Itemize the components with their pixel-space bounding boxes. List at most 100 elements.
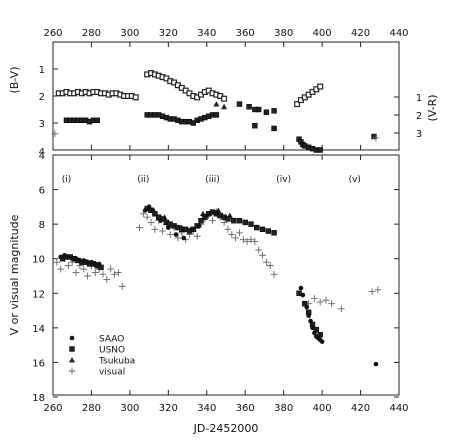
bottom-data-point [311, 295, 318, 302]
top-left-y-tick-label: 2 [39, 92, 45, 103]
bottom-data-point [107, 265, 115, 273]
top-data-point [252, 123, 258, 129]
bottom-data-point [72, 269, 80, 276]
bottom-data-point [271, 230, 277, 236]
top-right-y-tick-label: 2 [416, 111, 422, 122]
bottom-data-point [266, 262, 274, 270]
bottom-data-point [173, 232, 179, 237]
bottom-data-point [308, 318, 313, 324]
bottom-data-point [103, 276, 111, 283]
top-panel: 260 280 300 320 340 360 380 400 420 440 1 2 3 1 2 3 4 (… [8, 28, 439, 158]
bottom-data-point [99, 270, 107, 278]
top-data-point [263, 109, 270, 115]
legend-label: Tsukuba [98, 357, 135, 367]
bottom-data-point [142, 208, 148, 213]
top-x-tick-label: 420 [351, 28, 370, 39]
bottom-data-point [181, 235, 187, 241]
bottom-x-tick-label: 400 [313, 403, 332, 414]
top-data-point [317, 147, 323, 153]
bottom-data-point [158, 218, 163, 223]
top-data-point [271, 108, 277, 114]
legend-marker [69, 357, 75, 363]
top-x-tick-label: 380 [274, 28, 293, 39]
bottom-data-point [368, 288, 376, 295]
bottom-data-point [89, 259, 94, 265]
bottom-y-tick-label: 14 [32, 324, 45, 335]
bottom-panel-y-ticks: 4 6 8 10 12 14 16 18 [32, 151, 399, 404]
bottom-x-tick-label: 420 [351, 403, 370, 414]
bottom-data-point [69, 256, 75, 262]
bottom-data-point [91, 269, 99, 276]
bottom-x-tick-label: 360 [236, 403, 255, 414]
bottom-y-tick-label: 16 [32, 358, 45, 369]
top-data-point [221, 95, 228, 102]
bottom-y-tick-label: 18 [32, 393, 45, 404]
bottom-data-point [255, 246, 263, 254]
top-x-tick-label: 300 [120, 28, 139, 39]
top-left-y-tick-label: 3 [39, 119, 45, 130]
bottom-data-point [310, 325, 315, 331]
bottom-data-point [96, 261, 102, 267]
bottom-x-tick-labels: 260 280 300 320 340 360 380 400 420 440 [43, 403, 408, 414]
top-panel-marks [51, 70, 380, 153]
bottom-data-point [196, 223, 202, 229]
top-x-tick-label: 400 [313, 28, 332, 39]
bottom-data-point [337, 305, 345, 313]
top-data-point [246, 104, 252, 110]
bottom-data-point [143, 213, 151, 221]
bottom-data-point [80, 265, 88, 273]
top-data-point [317, 83, 324, 90]
bottom-data-point [243, 238, 251, 245]
top-left-y-tick-label: 1 [39, 65, 45, 76]
legend-label: USNO [99, 346, 125, 356]
top-data-point [221, 103, 228, 110]
bottom-data-point [84, 272, 91, 280]
bottom-x-tick-label: 340 [197, 403, 216, 414]
bottom-data-point [254, 224, 260, 231]
bottom-data-point [306, 313, 311, 319]
top-data-point [255, 106, 262, 113]
bottom-data-point [220, 219, 228, 226]
top-x-tick-label: 280 [82, 28, 101, 39]
bottom-data-point [166, 231, 174, 238]
bottom-data-point [62, 252, 67, 258]
top-x-tick-label: 440 [389, 28, 408, 39]
bottom-panel-frame [52, 154, 400, 396]
bottom-data-point [92, 261, 98, 267]
bottom-data-point [316, 298, 324, 306]
top-left-y-tick-label: 4 [39, 147, 45, 158]
bottom-data-point [232, 234, 240, 242]
top-data-point [213, 112, 220, 118]
bottom-data-point [193, 232, 201, 240]
top-right-y-axis-label: (V-R) [426, 94, 439, 121]
bottom-data-point [58, 254, 63, 260]
top-data-point [94, 117, 100, 124]
bottom-data-point [265, 228, 271, 234]
bottom-data-point [298, 285, 304, 291]
bottom-data-point [73, 256, 79, 262]
bottom-data-point [57, 265, 65, 273]
bottom-data-point [312, 330, 317, 336]
bottom-y-tick-label: 6 [39, 186, 45, 197]
legend-label: visual [99, 368, 125, 378]
bottom-data-point [374, 286, 382, 294]
bottom-x-tick-label: 380 [274, 403, 293, 414]
top-x-tick-label: 360 [236, 28, 255, 39]
bottom-data-point [209, 217, 216, 225]
bottom-data-point [251, 238, 259, 245]
bottom-data-point [159, 227, 166, 235]
top-x-tick-label: 340 [197, 28, 216, 39]
bottom-data-point [300, 292, 306, 298]
bottom-x-tick-label: 280 [82, 403, 101, 414]
bottom-x-tick-label: 440 [389, 403, 408, 414]
bottom-data-point [236, 229, 243, 237]
bottom-x-tick-label: 320 [159, 403, 178, 414]
bottom-data-point [111, 270, 118, 278]
phase-label: (iii) [205, 175, 220, 185]
bottom-data-point [225, 216, 231, 222]
top-x-tick-labels: 260 280 300 320 340 360 380 400 420 440 [43, 28, 408, 39]
bottom-data-point [236, 217, 243, 224]
bottom-x-tick-label: 260 [43, 403, 62, 414]
bottom-data-point [64, 262, 72, 270]
top-panel-y-ticks: 1 2 3 1 2 3 4 [39, 65, 423, 158]
